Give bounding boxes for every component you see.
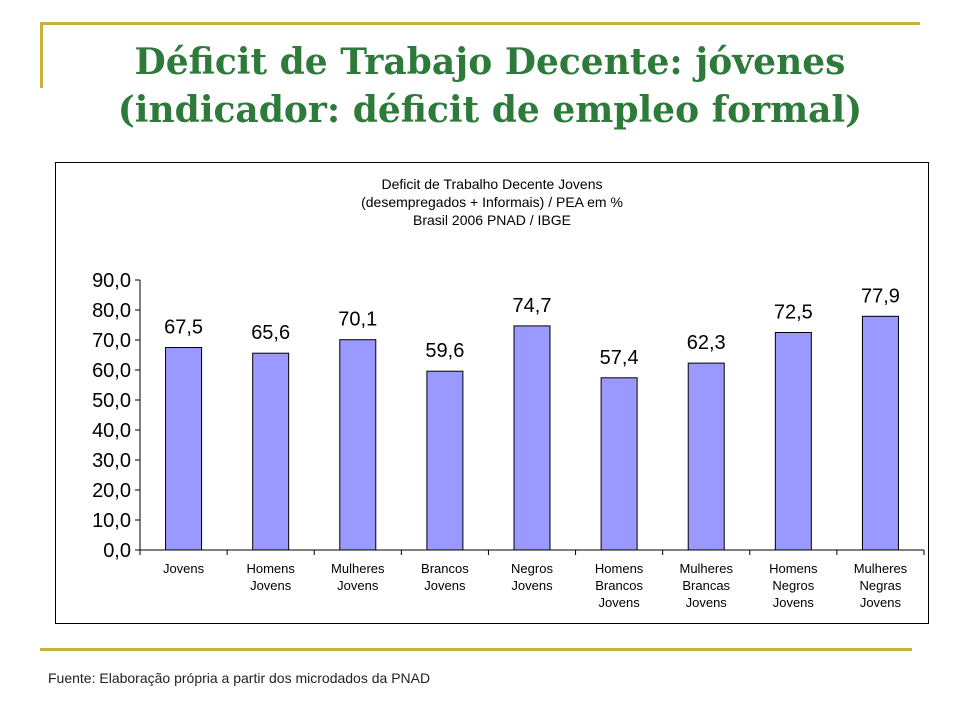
data-label: 70,1 bbox=[338, 309, 377, 331]
bar bbox=[861, 315, 899, 551]
data-label: 59,6 bbox=[425, 340, 464, 362]
bar bbox=[600, 377, 638, 551]
category-label: Negros bbox=[511, 561, 553, 576]
category-label: Jovens bbox=[511, 578, 553, 593]
top-rule bbox=[40, 22, 920, 25]
slide-title-line-2: (indicador: déficit de empleo formal) bbox=[117, 89, 863, 131]
chart-title-line-2: (desempregados + Informais) / PEA em % bbox=[361, 194, 623, 210]
chart-title-line-3: Brasil 2006 PNAD / IBGE bbox=[413, 212, 571, 228]
y-tick-label: 30,0 bbox=[92, 450, 131, 472]
category-label: Jovens bbox=[163, 561, 205, 576]
data-label: 74,7 bbox=[513, 295, 552, 317]
data-label: 62,3 bbox=[687, 332, 726, 354]
category-label: Negros bbox=[772, 578, 814, 593]
y-tick-label: 80,0 bbox=[92, 300, 131, 322]
bar bbox=[339, 339, 377, 551]
bottom-rule bbox=[40, 648, 912, 651]
y-tick-label: 10,0 bbox=[92, 510, 131, 532]
y-tick-label: 0,0 bbox=[103, 540, 131, 562]
category-label: Jovens bbox=[599, 595, 641, 610]
category-label: Jovens bbox=[424, 578, 466, 593]
y-tick-label: 50,0 bbox=[92, 390, 131, 412]
category-label: Negras bbox=[859, 578, 901, 593]
slide-title-line-1: Déficit de Trabajo Decente: jóvenes bbox=[134, 41, 846, 83]
bar bbox=[687, 362, 725, 551]
category-label: Brancas bbox=[682, 578, 730, 593]
category-label: Brancos bbox=[421, 561, 469, 576]
y-tick-label: 90,0 bbox=[92, 270, 131, 292]
category-label: Homens bbox=[246, 561, 295, 576]
data-label: 72,5 bbox=[774, 302, 813, 324]
bar bbox=[252, 352, 290, 551]
bar bbox=[774, 332, 812, 551]
y-tick-label: 40,0 bbox=[92, 420, 131, 442]
bar bbox=[165, 347, 203, 551]
y-tick-label: 70,0 bbox=[92, 330, 131, 352]
category-label: Jovens bbox=[860, 595, 902, 610]
category-label: Mulheres bbox=[854, 561, 908, 576]
bar bbox=[513, 325, 551, 551]
source-note: Fuente: Elaboração própria a partir dos … bbox=[48, 670, 431, 686]
category-label: Mulheres bbox=[331, 561, 385, 576]
category-label: Jovens bbox=[686, 595, 728, 610]
category-label: Homens bbox=[595, 561, 644, 576]
bar bbox=[426, 370, 464, 551]
category-label: Brancos bbox=[595, 578, 643, 593]
data-label: 57,4 bbox=[600, 347, 639, 369]
category-label: Mulheres bbox=[679, 561, 733, 576]
category-label: Jovens bbox=[337, 578, 379, 593]
category-label: Jovens bbox=[773, 595, 815, 610]
left-rule bbox=[40, 22, 43, 88]
y-tick-label: 20,0 bbox=[92, 480, 131, 502]
y-tick-label: 60,0 bbox=[92, 360, 131, 382]
data-label: 77,9 bbox=[861, 285, 900, 307]
slide-title: Déficit de Trabajo Decente: jóvenes (ind… bbox=[40, 38, 940, 134]
chart-title-line-1: Deficit de Trabalho Decente Jovens bbox=[381, 176, 602, 192]
category-label: Homens bbox=[769, 561, 818, 576]
data-label: 67,5 bbox=[164, 317, 203, 339]
category-label: Jovens bbox=[250, 578, 292, 593]
data-label: 65,6 bbox=[251, 322, 290, 344]
